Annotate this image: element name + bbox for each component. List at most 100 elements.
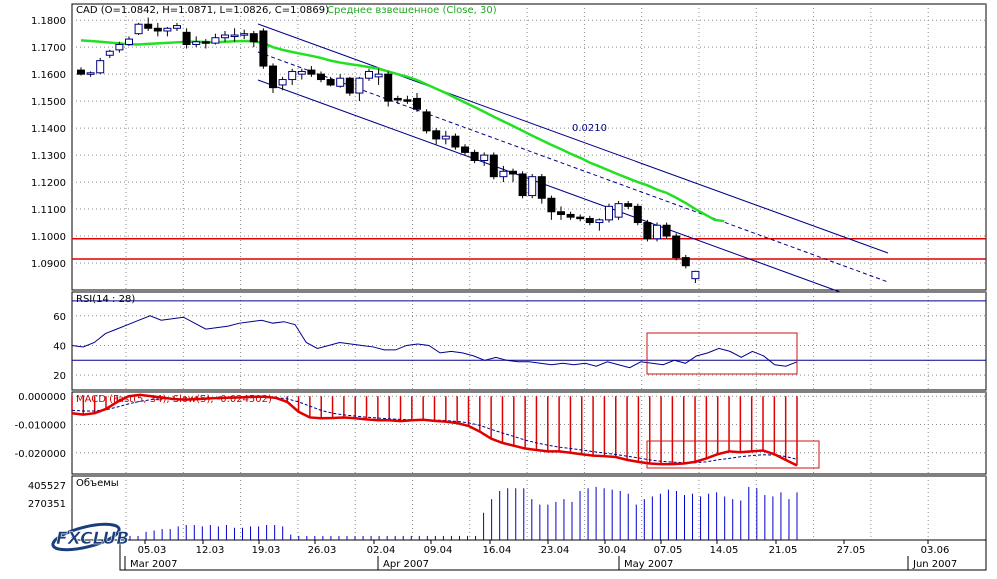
- volume-bars: [129, 486, 798, 540]
- candle-body: [259, 30, 268, 67]
- day-label: 16.04: [483, 545, 512, 556]
- candle-body: [240, 33, 249, 36]
- volume-panel: [71, 475, 987, 541]
- candle-body: [566, 213, 575, 218]
- candle-body: [365, 70, 373, 79]
- day-label: 07.05: [654, 545, 683, 556]
- horizontal-levels: [72, 237, 986, 260]
- day-label: 12.03: [196, 545, 225, 556]
- gridlines: [72, 4, 986, 540]
- candle-body: [432, 130, 441, 140]
- rsi-panel: [71, 291, 987, 391]
- candle-body: [470, 151, 479, 161]
- candle-body: [653, 224, 661, 240]
- candle-body: [125, 38, 133, 45]
- candle-body: [547, 197, 556, 213]
- volume-y-axis: 405527 270351: [28, 481, 66, 510]
- logo-swoosh: [51, 522, 121, 552]
- day-label: 27.05: [837, 545, 866, 556]
- price-tick-label: 1.1800: [31, 16, 66, 27]
- ma-legend: Среднее взвешенное (Close, 30): [327, 5, 497, 16]
- candle-body: [681, 257, 690, 267]
- candle-body: [163, 27, 172, 32]
- price-tick-label: 1.0900: [31, 259, 66, 270]
- price-tick-label: 1.1000: [31, 232, 66, 243]
- candle-body: [480, 154, 489, 161]
- candle-body: [355, 77, 364, 94]
- candle-body: [614, 203, 623, 218]
- candle-body: [422, 111, 431, 132]
- logo-text: FXCLUB: [56, 529, 129, 549]
- day-label: 09.04: [424, 545, 453, 556]
- candle-body: [691, 270, 700, 280]
- rsi-tick-label: 40: [53, 341, 66, 352]
- macd-title: MACD (Fast(5, 34), Slow(5), -0.024502): [76, 394, 272, 405]
- candle-body: [96, 60, 105, 74]
- candle-body: [518, 173, 527, 197]
- candle-body: [230, 34, 239, 38]
- time-axis: [119, 539, 987, 571]
- candle-body: [528, 176, 537, 197]
- candle-body: [557, 211, 565, 215]
- candle-body: [633, 205, 642, 224]
- day-label: 02.04: [367, 545, 396, 556]
- candle-body: [345, 77, 354, 94]
- candle-body: [662, 224, 671, 237]
- candle-body: [278, 79, 287, 86]
- price-tick-label: 1.1400: [31, 124, 66, 135]
- price-tick-label: 1.1500: [31, 97, 66, 108]
- candle-body: [326, 79, 335, 86]
- candle-body: [413, 97, 421, 110]
- candle-body: [595, 219, 604, 224]
- day-label: 21.05: [769, 545, 798, 556]
- candle-body: [576, 216, 585, 220]
- day-label: 30.04: [598, 545, 627, 556]
- candle-body: [393, 97, 402, 101]
- candle-body: [672, 235, 681, 259]
- candle-body: [153, 27, 162, 32]
- fxclub-logo: FXCLUB: [51, 522, 130, 552]
- candle-body: [461, 146, 469, 153]
- macd-histogram: [71, 394, 798, 466]
- candle-body: [77, 69, 85, 75]
- candle-body: [384, 73, 393, 102]
- rsi-tick-label: 20: [53, 371, 66, 382]
- candle-body: [403, 99, 412, 102]
- candle-body: [451, 135, 460, 148]
- candle-body: [115, 43, 124, 51]
- price-tick-label: 1.1600: [31, 70, 66, 81]
- macd-line: [71, 393, 798, 467]
- candle-body: [605, 205, 613, 221]
- candle-body: [211, 37, 220, 44]
- month-label: Jun 2007: [912, 559, 957, 570]
- day-label: 19.03: [252, 545, 281, 556]
- candle-body: [221, 34, 229, 39]
- month-label: Mar 2007: [130, 559, 178, 570]
- candle-body: [537, 176, 546, 199]
- time-labels: 05.03 12.03 19.03 26.03 02.04 09.04 16.04 23.04…: [124, 540, 957, 570]
- price-y-axis: 1.1800 1.1700 1.1600 1.1500 1.1400 1.1300 1.12…: [31, 16, 66, 270]
- candle-body: [317, 73, 325, 81]
- volume-tick-label: 270351: [28, 499, 66, 510]
- candle-body: [105, 50, 114, 56]
- volume-title: Объемы: [76, 478, 119, 489]
- candle-body: [86, 72, 95, 75]
- day-label: 14.05: [710, 545, 739, 556]
- price-tick-label: 1.1300: [31, 151, 66, 162]
- channel-label: 0.0210: [572, 123, 607, 134]
- volume-tick-label: 405527: [28, 481, 66, 492]
- macd-y-axis: 0.000000 -0.010000 -0.020000: [15, 392, 66, 460]
- candle-body: [192, 41, 201, 45]
- rsi-highlight-box: [646, 332, 798, 375]
- candle-body: [297, 70, 306, 75]
- price-tick-label: 1.1700: [31, 43, 66, 54]
- candle-body: [585, 218, 594, 224]
- candle-body: [336, 77, 345, 87]
- regression-channel: 0.0210: [257, 23, 889, 293]
- candle-body: [288, 70, 297, 81]
- rsi-line: [71, 315, 798, 369]
- candle-body: [643, 222, 652, 240]
- candle-body: [134, 23, 143, 35]
